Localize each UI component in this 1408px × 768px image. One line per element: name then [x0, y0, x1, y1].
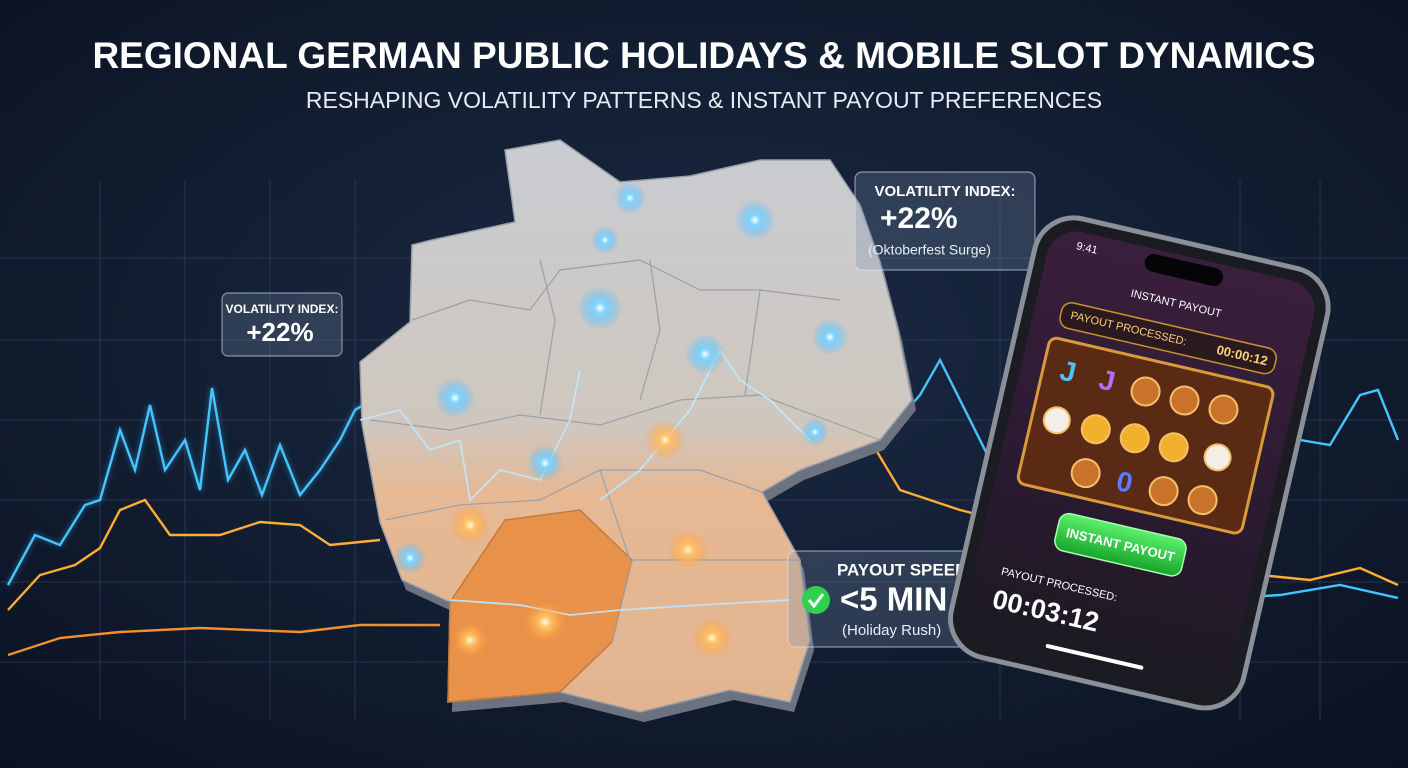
callout-value: +22%: [880, 202, 958, 235]
instant-payout-button[interactable]: [1053, 512, 1188, 578]
slot-symbols: [1042, 376, 1239, 516]
reel-symbol: 0: [1114, 465, 1136, 499]
phone: 9:41 INSTANT PAYOUT PAYOUT PROCESSED: 00…: [948, 215, 1331, 711]
check-icon: [802, 586, 830, 614]
reel-symbol: J: [1057, 355, 1079, 389]
map-glows: [394, 182, 848, 658]
callout-value: <5 MIN: [840, 581, 947, 618]
reel-symbol: J: [1096, 364, 1118, 398]
callout-note: (Holiday Rush): [842, 622, 941, 639]
callout-label: VOLATILITY INDEX:: [874, 183, 1015, 200]
callout-label: PAYOUT SPEED:: [837, 560, 973, 579]
germany-map: [359, 139, 916, 722]
callout-label: VOLATILITY INDEX:: [226, 302, 339, 316]
callout-oktoberfest: VOLATILITY INDEX: +22% (Oktoberfest Surg…: [854, 171, 1036, 271]
phone-time: 9:41: [1075, 240, 1099, 257]
check-mark: [807, 593, 825, 609]
title: REGIONAL GERMAN PUBLIC HOLIDAYS & MOBILE…: [92, 35, 1315, 76]
callout-left: VOLATILITY INDEX: +22%: [221, 292, 343, 357]
subtitle: RESHAPING VOLATILITY PATTERNS & INSTANT …: [306, 87, 1102, 113]
callout-value: +22%: [246, 317, 313, 347]
callout-payout-speed: PAYOUT SPEED: <5 MIN (Holiday Rush): [787, 550, 984, 648]
callout-note: (Oktoberfest Surge): [868, 242, 991, 258]
